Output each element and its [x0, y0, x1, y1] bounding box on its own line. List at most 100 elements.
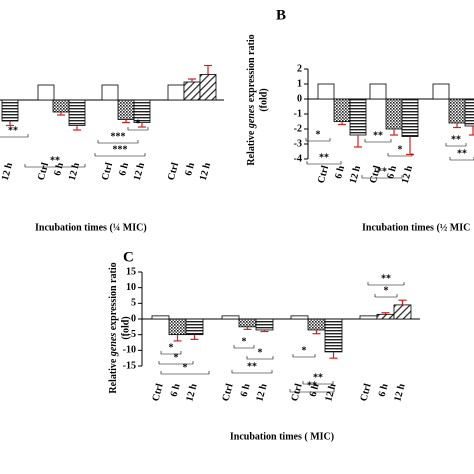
x-tick-label: 12 h	[254, 382, 269, 403]
significance-bracket	[305, 138, 331, 142]
significance-bracket	[160, 371, 210, 375]
significance-label: **	[307, 380, 317, 391]
significance-bracket	[387, 153, 413, 157]
significance-bracket	[127, 127, 149, 131]
bar	[349, 98, 367, 136]
significance-label: **	[381, 273, 391, 284]
y-axis-label-part: Relative	[246, 128, 257, 166]
bar	[448, 98, 466, 124]
y-tick-label: -4	[294, 153, 302, 164]
bar	[359, 315, 378, 320]
bar	[369, 83, 387, 100]
y-axis-label: Relative genes expression ratio	[246, 34, 257, 165]
y-tick-label: -5	[128, 329, 136, 340]
y-tick-label: 0	[297, 93, 302, 104]
y-tick-label: 10	[126, 282, 136, 293]
bar	[52, 99, 70, 113]
x-tick-label: 12 h	[323, 382, 338, 403]
y-tick-label: -2	[294, 123, 302, 134]
bar	[317, 83, 335, 100]
x-tick-label: 12 h	[400, 164, 415, 185]
significance-bracket	[364, 139, 392, 143]
bar	[238, 318, 257, 328]
significance-label: *	[242, 336, 247, 347]
significance-label: **	[451, 134, 461, 145]
significance-label: *	[302, 345, 307, 356]
significance-label: *	[169, 342, 174, 353]
bar	[101, 84, 119, 101]
x-axis-label: Incubation times (½ MIC	[362, 222, 470, 233]
y-axis-label-part: genes	[108, 333, 119, 357]
significance-label: **	[377, 166, 387, 177]
y-axis-unit: (fold)	[258, 88, 269, 111]
significance-bracket	[231, 370, 273, 374]
panel-title: B	[276, 7, 286, 23]
x-tick-label: 6 h	[333, 164, 347, 180]
x-tick-label: 6 h	[308, 382, 322, 398]
significance-label: *	[183, 362, 188, 373]
x-tick-label: Ctrl	[289, 382, 304, 402]
significance-label: **	[457, 148, 467, 159]
bar	[401, 98, 419, 137]
x-tick-label: 6 h	[117, 161, 131, 177]
significance-bracket	[306, 161, 342, 165]
y-tick-label: -15	[123, 360, 136, 371]
significance-bracket	[97, 140, 139, 144]
bar	[68, 99, 86, 126]
significance-label: ***	[111, 131, 126, 142]
x-tick-label: Ctrl	[316, 164, 331, 184]
significance-bracket	[374, 294, 398, 298]
bar	[167, 84, 185, 101]
x-tick-label: 12 h	[67, 161, 82, 182]
x-tick-label: 12 h	[184, 382, 199, 403]
significance-bracket	[292, 354, 316, 358]
x-tick-label: Ctrl	[220, 382, 235, 402]
y-tick-label: 5	[131, 298, 136, 309]
significance-label: *	[136, 118, 141, 129]
significance-bracket	[361, 175, 403, 179]
significance-label: **	[8, 125, 18, 136]
significance-label: **	[373, 130, 383, 141]
x-tick-label: 6 h	[52, 161, 66, 177]
bar	[221, 315, 240, 320]
y-tick-label: -1	[294, 108, 302, 119]
significance-bracket	[449, 157, 474, 161]
panel-title: C	[123, 249, 134, 265]
significance-label: *	[384, 285, 389, 296]
significance-label: *	[316, 129, 321, 140]
y-axis-label-part: Relative	[108, 356, 119, 394]
x-tick-label: Ctrl	[100, 161, 115, 181]
significance-label: *	[398, 144, 403, 155]
x-tick-label: 12 h	[348, 164, 363, 185]
x-tick-label: 6 h	[183, 161, 197, 177]
bar	[432, 83, 450, 100]
bar	[324, 318, 343, 353]
significance-label: **	[319, 152, 329, 163]
x-axis-label: Incubation times ( MIC)	[230, 431, 334, 442]
y-axis-label-part: genes	[246, 105, 257, 129]
x-tick-label: 6 h	[385, 164, 399, 180]
significance-label: *	[174, 352, 179, 363]
significance-bracket	[0, 134, 29, 138]
bar	[255, 318, 274, 331]
bar	[1, 99, 19, 122]
significance-bracket	[302, 381, 334, 385]
x-tick-label: Ctrl	[166, 161, 181, 181]
significance-bracket	[94, 153, 146, 157]
x-tick-label: Ctrl	[150, 382, 165, 402]
y-tick-label: 2	[297, 63, 302, 74]
bar	[385, 98, 403, 130]
significance-label: **	[313, 372, 323, 383]
significance-bracket	[289, 389, 335, 393]
bar	[199, 74, 217, 101]
x-tick-label: 12 h	[132, 161, 147, 182]
x-tick-label: Ctrl	[36, 161, 51, 181]
y-tick-label: 0	[131, 313, 136, 324]
significance-bracket	[233, 345, 255, 349]
y-axis-label: Relative genes expression ratio	[108, 262, 119, 393]
significance-bracket	[24, 164, 86, 168]
bar	[185, 318, 204, 336]
significance-bracket	[246, 356, 274, 360]
significance-label: **	[247, 361, 257, 372]
